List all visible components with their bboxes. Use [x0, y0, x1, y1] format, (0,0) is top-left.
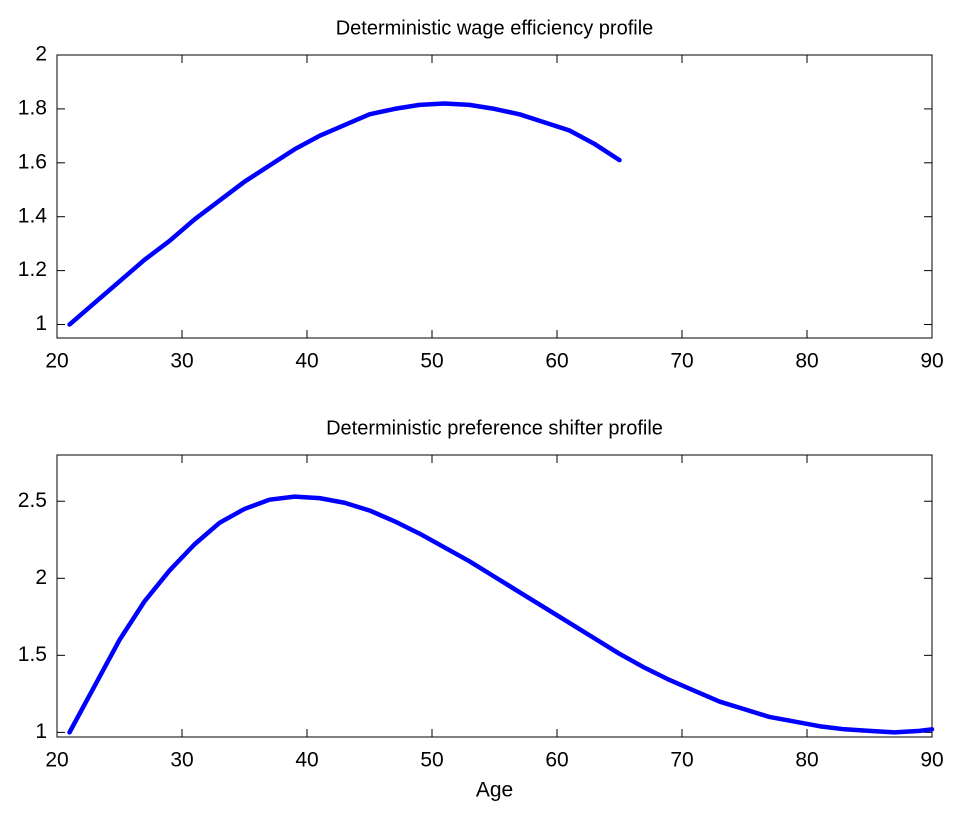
chart-title: Deterministic wage efficiency profile [336, 17, 654, 39]
x-tick-label: 70 [670, 350, 693, 373]
y-tick-label: 1 [35, 312, 47, 335]
x-tick-label: 90 [920, 749, 943, 772]
x-tick-label: 20 [45, 749, 68, 772]
y-tick-label: 2 [35, 566, 47, 589]
x-tick-label: 30 [170, 350, 193, 373]
y-tick-label: 1.4 [18, 204, 48, 227]
x-tick-label: 80 [795, 350, 818, 373]
data-line [67, 101, 622, 327]
x-tick-label: 40 [295, 350, 318, 373]
x-tick-label: 80 [795, 749, 818, 772]
x-tick-label: 40 [295, 749, 318, 772]
axes-box [56, 454, 933, 738]
y-tick-label: 1.8 [18, 96, 47, 119]
y-tick-label: 1.5 [18, 643, 47, 666]
chart-title: Deterministic preference shifter profile [326, 417, 663, 439]
x-tick-label: 50 [420, 350, 443, 373]
y-tick-label: 2 [35, 43, 47, 66]
x-tick-label: 60 [545, 350, 568, 373]
y-tick-label: 2.5 [18, 489, 47, 512]
x-tick-label: 60 [545, 749, 568, 772]
y-tick-label: 1 [35, 720, 47, 743]
y-tick-label: 1.2 [18, 258, 47, 281]
axes-box [56, 54, 933, 339]
y-tick-label: 1.6 [18, 150, 47, 173]
data-line [67, 494, 935, 735]
x-tick-label: 20 [45, 350, 68, 373]
x-tick-label: 30 [170, 749, 193, 772]
x-tick-label: 90 [920, 350, 943, 373]
x-tick-label: 70 [670, 749, 693, 772]
x-axis-label: Age [476, 779, 513, 802]
x-tick-label: 50 [420, 749, 443, 772]
